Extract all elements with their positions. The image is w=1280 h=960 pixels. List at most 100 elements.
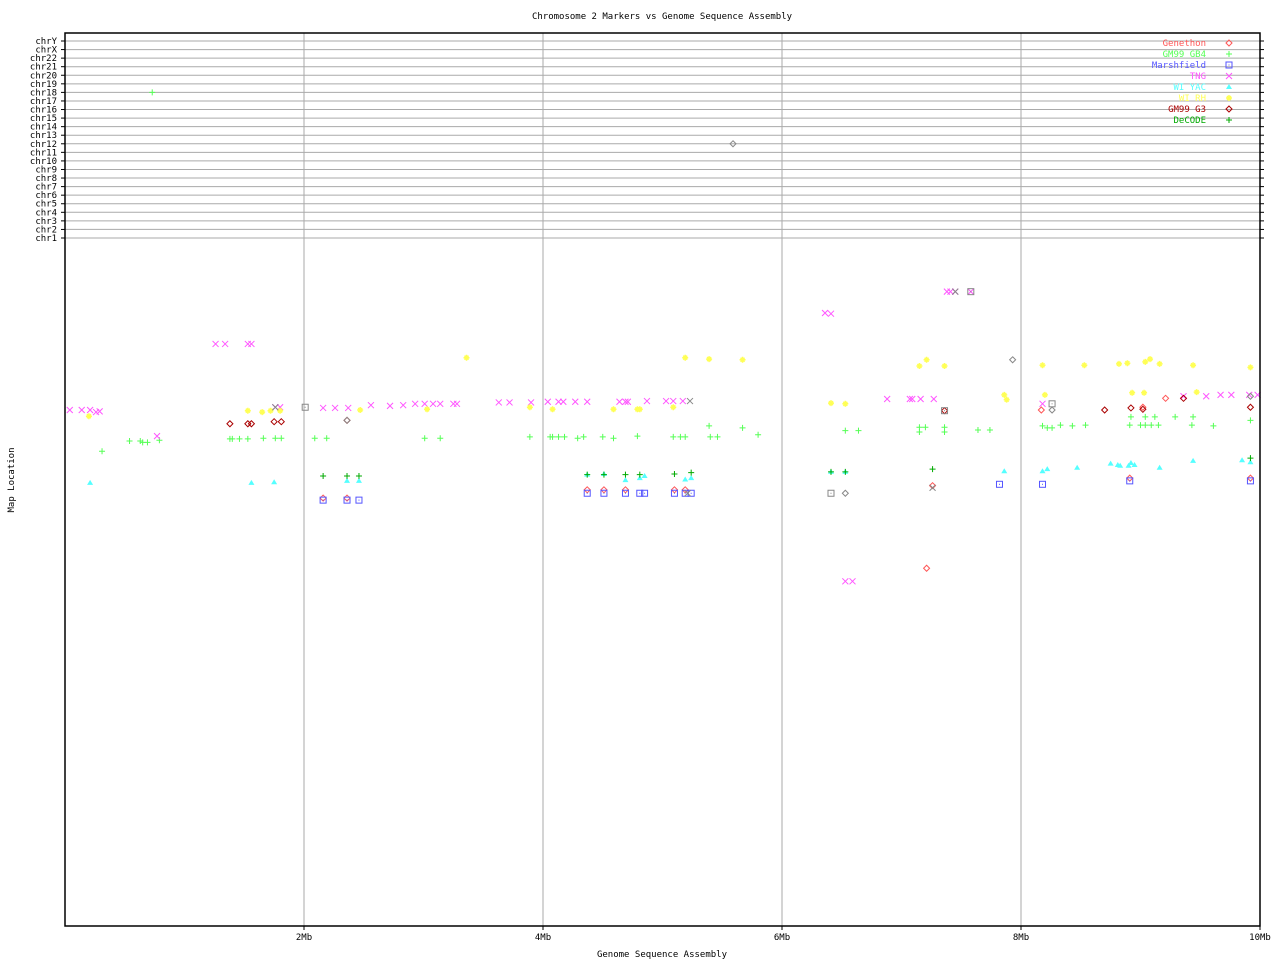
data-point xyxy=(821,309,829,317)
data-point xyxy=(437,435,444,442)
data-point xyxy=(1039,480,1047,488)
data-point xyxy=(583,489,591,497)
data-point xyxy=(1156,360,1163,367)
data-point xyxy=(827,310,835,318)
data-point xyxy=(271,403,279,411)
data-point xyxy=(1142,422,1149,429)
data-point xyxy=(669,397,677,405)
data-point xyxy=(1247,459,1254,465)
data-point xyxy=(1081,362,1088,369)
data-point xyxy=(671,470,678,477)
data-point xyxy=(1127,404,1135,412)
data-point xyxy=(600,489,608,497)
data-point xyxy=(357,407,364,413)
series-gm99-g3 xyxy=(226,394,1255,428)
data-point xyxy=(686,397,694,405)
grid: chr1chr2chr3chr4chr5chr6chr7chr8chr9chr1… xyxy=(30,33,1271,943)
y-tick-label: chr12 xyxy=(30,140,57,150)
data-point xyxy=(922,564,931,572)
data-point xyxy=(343,416,351,425)
y-axis-label: Map Location xyxy=(7,447,17,512)
data-point xyxy=(684,489,691,497)
data-point xyxy=(87,479,94,485)
plot-frame xyxy=(64,32,1261,927)
y-tick-label: chr15 xyxy=(30,114,57,124)
data-point xyxy=(259,409,266,416)
data-point xyxy=(1127,459,1134,465)
data-point xyxy=(571,398,579,406)
data-point xyxy=(270,417,278,426)
data-point xyxy=(580,433,587,440)
data-point xyxy=(1227,391,1235,399)
data-point xyxy=(917,395,924,403)
data-point xyxy=(278,435,285,442)
series-wi-yac xyxy=(87,457,1254,485)
data-point xyxy=(311,435,318,442)
data-point xyxy=(1039,468,1046,474)
data-point xyxy=(643,397,651,405)
data-point xyxy=(99,448,106,455)
data-point xyxy=(688,475,695,481)
data-point xyxy=(271,479,278,485)
data-point xyxy=(429,400,437,408)
legend-label: DeCODE xyxy=(1173,116,1206,126)
data-point xyxy=(622,477,629,483)
data-point xyxy=(682,433,689,440)
data-point xyxy=(842,468,849,475)
data-point xyxy=(584,471,591,478)
data-point xyxy=(679,397,687,405)
data-point xyxy=(1247,455,1254,462)
data-point xyxy=(463,354,470,361)
legend-label: WI RH xyxy=(1179,94,1206,104)
data-point xyxy=(421,400,429,408)
legend-label: Marshfield xyxy=(1152,61,1206,71)
data-point xyxy=(929,484,936,492)
data-point xyxy=(1210,422,1217,429)
y-tick-label: chr19 xyxy=(30,80,57,90)
data-point xyxy=(247,420,256,428)
data-point xyxy=(526,433,533,440)
data-point xyxy=(729,140,737,148)
data-point xyxy=(951,288,959,296)
data-point xyxy=(1193,389,1200,396)
data-point xyxy=(610,435,617,442)
y-tick-label: chr10 xyxy=(30,157,57,167)
data-point xyxy=(506,399,513,406)
data-point xyxy=(1124,360,1131,367)
data-point xyxy=(561,433,568,440)
data-point xyxy=(78,406,86,414)
legend-marker-icon xyxy=(1226,51,1232,57)
data-point xyxy=(343,416,351,425)
y-tick-label: chr11 xyxy=(30,148,57,158)
y-tick-label: chr21 xyxy=(30,63,57,73)
data-point xyxy=(549,433,556,440)
data-point xyxy=(367,401,375,409)
y-tick-label: chr16 xyxy=(30,106,57,116)
series-decode xyxy=(320,455,1254,480)
data-point xyxy=(1246,403,1255,411)
legend-marker-icon xyxy=(1225,72,1233,80)
data-point xyxy=(670,404,677,411)
data-point xyxy=(1044,466,1051,472)
data-point xyxy=(922,424,929,431)
x-axis-label: Genome Sequence Assembly xyxy=(597,950,728,960)
data-point xyxy=(96,408,104,415)
data-point xyxy=(849,577,856,585)
data-point xyxy=(1247,364,1254,371)
data-point xyxy=(526,404,533,411)
data-point xyxy=(1115,360,1122,367)
data-point xyxy=(706,356,713,363)
data-point xyxy=(1057,422,1064,429)
y-tick-label: chr1 xyxy=(35,234,57,244)
series-tng xyxy=(66,288,1261,585)
data-point xyxy=(66,406,74,414)
x-tick-label: 4Mb xyxy=(535,933,551,943)
data-point xyxy=(688,469,695,476)
data-point xyxy=(600,471,607,478)
data-point xyxy=(622,471,629,478)
data-point xyxy=(1069,422,1076,429)
y-tick-label: chr13 xyxy=(30,131,57,141)
data-point xyxy=(544,398,552,406)
chart-title: Chromosome 2 Markers vs Genome Sequence … xyxy=(532,12,793,22)
